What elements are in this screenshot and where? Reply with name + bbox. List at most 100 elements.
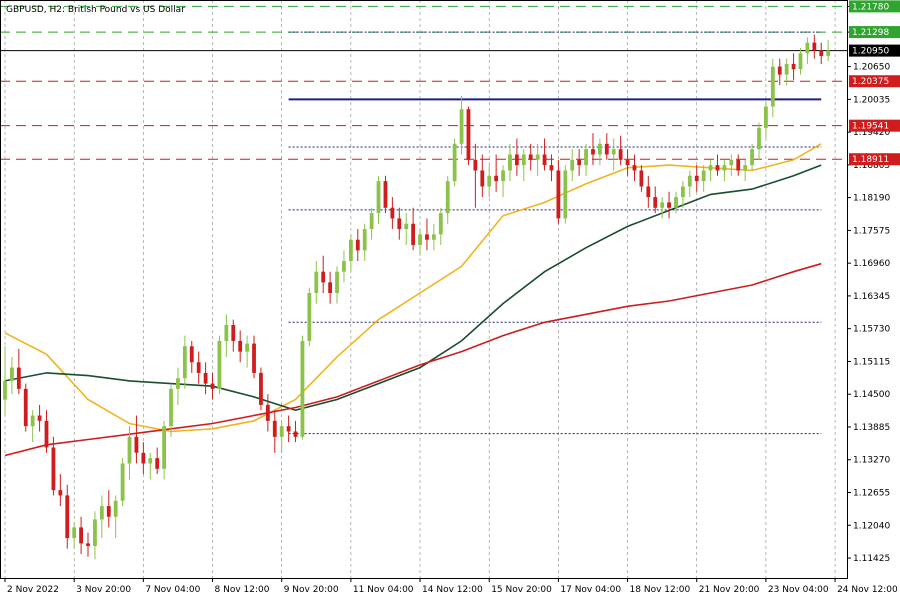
candle-body	[383, 181, 388, 208]
candle-body	[120, 463, 125, 501]
candle-body	[245, 343, 250, 352]
time-tick-label: 21 Nov 20:00	[699, 585, 760, 595]
candle-body	[189, 346, 194, 363]
candle-body	[286, 426, 291, 432]
price-level-badge-label: 1.21780	[852, 2, 889, 12]
candle-body	[99, 506, 104, 520]
time-tick-label: 8 Nov 12:00	[215, 585, 270, 595]
candle-layer	[3, 34, 831, 560]
candle-body	[72, 527, 77, 539]
candle-body	[148, 458, 153, 464]
candle-body	[729, 159, 734, 166]
candle-body	[480, 170, 485, 187]
candle-body	[355, 239, 360, 251]
candle-body	[570, 159, 575, 171]
candle-body	[660, 202, 665, 208]
candle-body	[494, 175, 499, 182]
candle-body	[674, 197, 678, 208]
candle-body	[141, 452, 146, 464]
price-tick-label: 1.20650	[853, 63, 890, 73]
candle-body	[632, 165, 637, 171]
price-tick-label: 1.15730	[853, 325, 890, 335]
candle-body	[321, 271, 326, 283]
candle-body	[411, 223, 416, 246]
candle-body	[362, 229, 367, 251]
candle-body	[528, 154, 533, 160]
candle-body	[65, 495, 70, 539]
candle-body	[584, 149, 588, 166]
candle-body	[58, 490, 63, 496]
candle-body	[736, 159, 741, 171]
level-layer	[0, 5, 847, 160]
candle-body	[431, 234, 436, 240]
time-tick-label: 24 Nov 12:00	[837, 585, 898, 595]
candle-body	[390, 207, 395, 219]
candle-body	[10, 367, 14, 381]
candle-body	[680, 186, 685, 198]
candle-body	[44, 420, 49, 448]
price-tick-label: 1.20035	[853, 95, 890, 105]
candle-body	[162, 426, 167, 469]
candle-body	[826, 50, 831, 56]
candle-body	[514, 154, 519, 166]
candle-body	[259, 372, 263, 405]
candle-body	[521, 154, 526, 166]
candle-body	[487, 175, 492, 187]
candle-body	[342, 261, 346, 272]
price-tick-label: 1.17575	[853, 226, 890, 236]
moving-average-line	[4, 262, 822, 457]
price-tick-label: 1.13270	[853, 456, 890, 466]
candle-body	[293, 431, 298, 437]
candle-body	[252, 343, 256, 373]
price-tick-label: 1.19420	[853, 128, 890, 138]
candle-body	[687, 175, 692, 187]
grid-layer	[4, 0, 836, 578]
candle-body	[397, 218, 402, 230]
price-tick-label: 1.13885	[853, 423, 890, 433]
candle-body	[272, 420, 277, 437]
candle-body	[770, 66, 775, 107]
candle-body	[438, 213, 443, 235]
candle-body	[459, 109, 464, 144]
time-tick-label: 3 Nov 20:00	[76, 585, 131, 595]
time-tick-label: 7 Nov 04:00	[145, 585, 200, 595]
candle-body	[508, 154, 512, 171]
time-tick-label: 2 Nov 2022	[7, 585, 59, 595]
time-tick-label: 15 Nov 20:00	[491, 585, 552, 595]
candle-body	[653, 197, 658, 208]
candle-body	[639, 170, 644, 187]
candle-body	[328, 282, 333, 293]
chart-title: GBPUSD, H2: British Pound vs US Dollar	[6, 5, 185, 15]
candle-body	[757, 127, 761, 150]
candle-body	[307, 292, 312, 341]
candle-body	[563, 170, 568, 219]
time-tick-label: 14 Nov 12:00	[422, 585, 483, 595]
time-axis[interactable]: 2 Nov 2022 3 Nov 20:00 7 Nov 04:00 8 Nov 12…	[4, 578, 898, 595]
candle-body	[300, 340, 305, 437]
candle-body	[265, 404, 270, 421]
candle-body	[93, 519, 97, 547]
candle-body	[452, 143, 457, 182]
candle-body	[335, 271, 339, 293]
price-tick-label: 1.16960	[853, 259, 890, 269]
candle-body	[16, 367, 21, 389]
candle-body	[667, 202, 671, 208]
candle-body	[51, 447, 56, 491]
candle-body	[37, 415, 42, 421]
candle-body	[597, 143, 602, 155]
price-tick-label: 1.12040	[853, 521, 890, 531]
candle-body	[591, 149, 595, 155]
candle-body	[182, 346, 187, 379]
candle-body	[625, 159, 630, 166]
candle-body	[155, 458, 160, 469]
price-tick-label: 1.15115	[853, 357, 890, 367]
candle-body	[23, 388, 28, 427]
candle-body	[812, 42, 817, 51]
candle-body	[196, 362, 201, 373]
candle-body	[466, 109, 471, 160]
candle-body	[549, 165, 554, 171]
time-tick-label: 17 Nov 04:00	[560, 585, 621, 595]
candle-body	[238, 340, 243, 352]
candle-body	[445, 181, 450, 214]
